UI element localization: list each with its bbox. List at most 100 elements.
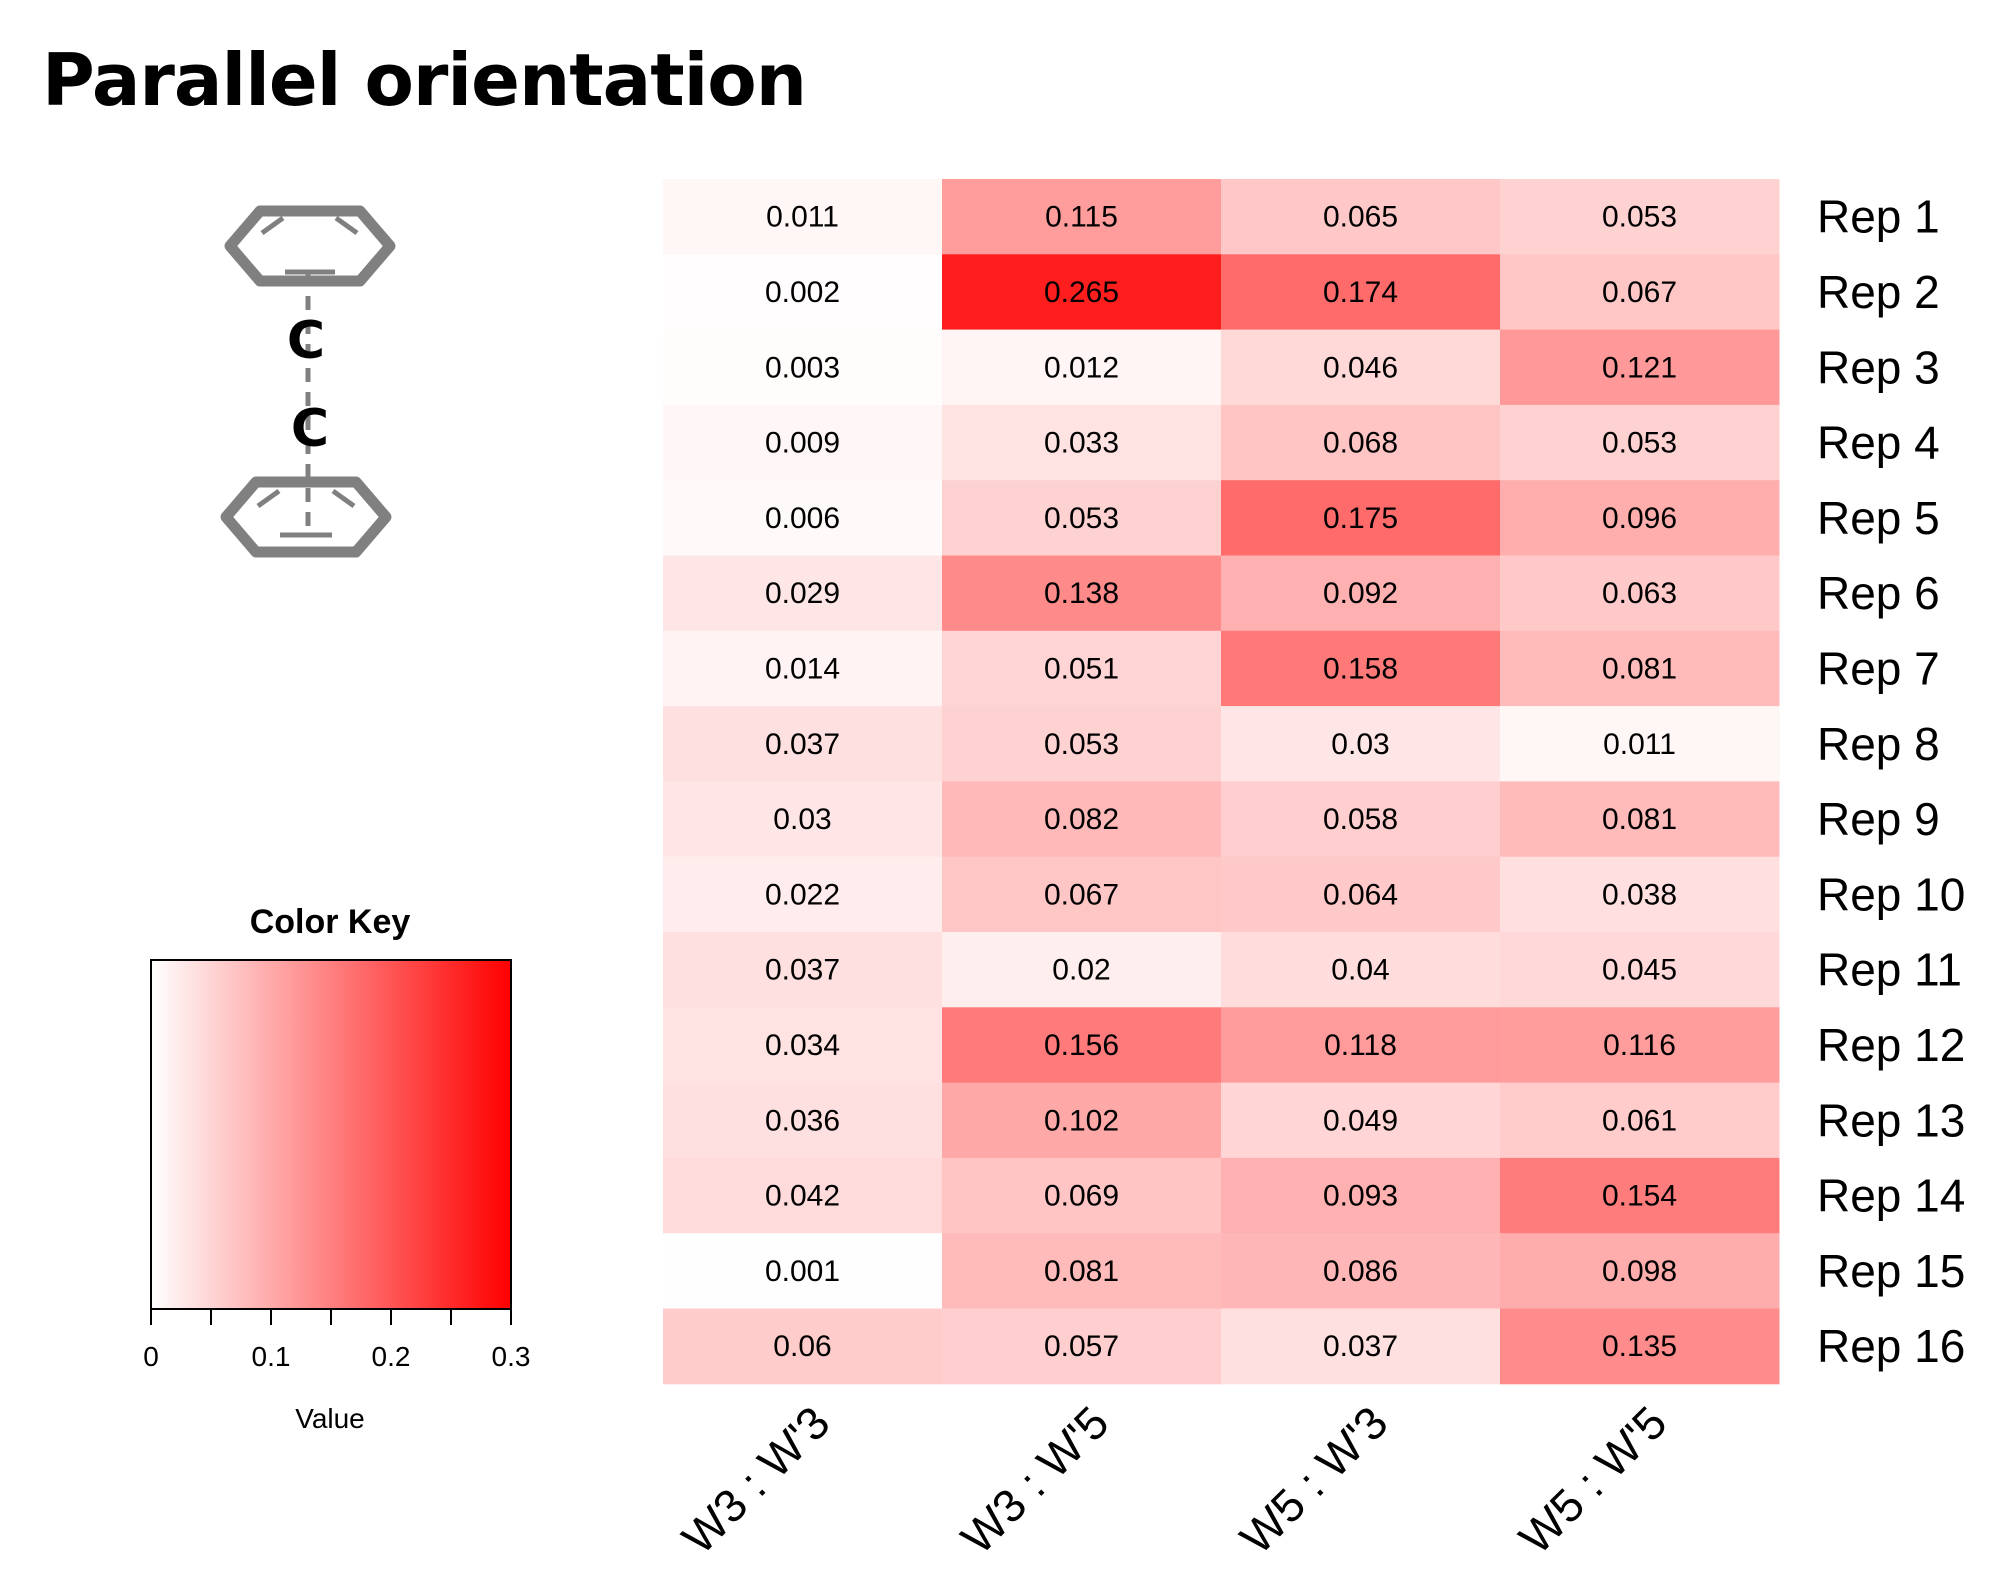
- row-label: Rep 8: [1817, 718, 1940, 770]
- row-label: Rep 11: [1817, 944, 1962, 996]
- heatmap-cell: [663, 254, 943, 331]
- row-label: Rep 2: [1817, 266, 1940, 318]
- heatmap-cell: [942, 1082, 1222, 1159]
- row-label: Rep 15: [1817, 1245, 1965, 1297]
- molecule-atom-top: C: [287, 311, 325, 371]
- heatmap-cell: [942, 179, 1222, 255]
- heatmap-cell: [942, 1308, 1222, 1385]
- row-label: Rep 6: [1817, 567, 1940, 619]
- row-label: Rep 16: [1817, 1320, 1965, 1372]
- heatmap-cell-value: 0.001: [765, 1255, 840, 1288]
- heatmap-cell: [942, 555, 1222, 632]
- heatmap-cell: [1500, 1308, 1780, 1385]
- heatmap-cell: [942, 1233, 1222, 1309]
- heatmap-cell: [663, 404, 943, 481]
- heatmap-cell: [942, 254, 1222, 331]
- heatmap-cell: [942, 856, 1222, 933]
- color-key-title: Color Key: [250, 903, 411, 941]
- heatmap-cell: [942, 932, 1222, 1008]
- heatmap-row-labels: Rep 1 Rep 2 Rep 3 Rep 4 Rep 5 Rep 6 Rep 7 Rep 8…: [1817, 191, 1965, 1373]
- heatmap-cell-value: 0.037: [1323, 1330, 1398, 1363]
- heatmap-cell: [1500, 932, 1780, 1008]
- heatmap-cell: [663, 932, 943, 1008]
- heatmap-cell: [942, 1007, 1222, 1084]
- heatmap-cell-value: 0.135: [1602, 1330, 1677, 1363]
- row-label: Rep 4: [1817, 417, 1940, 469]
- heatmap-cell-value: 0.069: [1044, 1180, 1119, 1213]
- heatmap-cell: [1500, 781, 1780, 858]
- heatmap-cell: [663, 555, 943, 632]
- heatmap-cell-value: 0.138: [1044, 577, 1119, 610]
- heatmap-cell-value: 0.053: [1044, 502, 1119, 535]
- heatmap-cell-value: 0.064: [1323, 878, 1398, 911]
- heatmap-cell-value: 0.03: [773, 803, 831, 836]
- heatmap-cell-value: 0.086: [1323, 1255, 1398, 1288]
- heatmap-cell-value: 0.081: [1602, 652, 1677, 685]
- heatmap-cell: [663, 1082, 943, 1159]
- heatmap-cell: [1500, 480, 1780, 556]
- heatmap-cell-value: 0.115: [1045, 201, 1118, 234]
- heatmap-cell-value: 0.022: [765, 878, 840, 911]
- heatmap-cell-value: 0.029: [765, 577, 840, 610]
- heatmap-cell: [1500, 856, 1780, 933]
- heatmap-column-labels: W3 : W'3 W3 : W'5 W5 : W'3 W5 : W'5: [672, 1396, 1677, 1564]
- heatmap-cell: [1500, 1157, 1780, 1234]
- heatmap-cell: [1500, 1233, 1780, 1309]
- heatmap-cell-value: 0.009: [765, 427, 840, 460]
- row-label: Rep 9: [1817, 793, 1940, 845]
- heatmap-cell-value: 0.053: [1602, 427, 1677, 460]
- heatmap-cell: [942, 329, 1222, 406]
- heatmap-cell: [663, 1157, 943, 1234]
- heatmap-cell: [663, 480, 943, 556]
- heatmap-cell-value: 0.067: [1044, 878, 1119, 911]
- heatmap-cell-value: 0.058: [1323, 803, 1398, 836]
- heatmap-cell-value: 0.037: [765, 728, 840, 761]
- heatmap-cell-value: 0.033: [1044, 427, 1119, 460]
- heatmap-cell: [1221, 1007, 1501, 1084]
- heatmap-cell-value: 0.096: [1602, 502, 1677, 535]
- stacked-benzene-rings-icon: C C: [220, 205, 396, 558]
- heatmap-cell-value: 0.118: [1324, 1029, 1397, 1062]
- column-label: W5 : W'5: [1509, 1396, 1677, 1564]
- heatmap-cell: [942, 1157, 1222, 1234]
- color-key-tick-label: 0.3: [492, 1341, 531, 1372]
- heatmap-cell-value: 0.02: [1052, 954, 1110, 987]
- heatmap-cell-value: 0.063: [1602, 577, 1677, 610]
- heatmap-cell-value: 0.051: [1044, 652, 1119, 685]
- heatmap-cell-value: 0.03: [1331, 728, 1389, 761]
- color-key-ticks: 0 0.1 0.2 0.3: [143, 1309, 530, 1372]
- color-key-tick-label: 0.1: [252, 1341, 291, 1372]
- color-key-tick-label: 0: [143, 1341, 159, 1372]
- row-label: Rep 7: [1817, 642, 1940, 694]
- column-label: W3 : W'3: [672, 1396, 840, 1564]
- row-label: Rep 1: [1817, 191, 1940, 243]
- row-label: Rep 5: [1817, 492, 1940, 544]
- column-label: W5 : W'3: [1230, 1396, 1398, 1564]
- heatmap-cell-value: 0.175: [1323, 502, 1398, 535]
- heatmap-cell-value: 0.121: [1602, 351, 1677, 384]
- heatmap-cell: [663, 706, 943, 782]
- heatmap-cell: [1221, 1308, 1501, 1385]
- heatmap-cell: [1221, 1157, 1501, 1234]
- row-label: Rep 3: [1817, 341, 1940, 393]
- heatmap-cell-value: 0.154: [1602, 1180, 1677, 1213]
- heatmap-cell: [663, 1308, 943, 1385]
- heatmap-cell-value: 0.068: [1323, 427, 1398, 460]
- color-key-gradient-bar: [150, 959, 512, 1310]
- heatmap-cell-value: 0.081: [1044, 1255, 1119, 1288]
- heatmap-cell: [1221, 1082, 1501, 1159]
- heatmap-cell-value: 0.081: [1602, 803, 1677, 836]
- heatmap-cell: [1500, 1082, 1780, 1159]
- color-key: Color Key 0 0.1 0.2 0.3 Value: [143, 903, 530, 1434]
- heatmap-cell: [663, 1007, 943, 1084]
- heatmap-cell: [1221, 1233, 1501, 1309]
- heatmap-cell: [942, 404, 1222, 481]
- row-label: Rep 12: [1817, 1019, 1965, 1071]
- heatmap-cell: [1500, 555, 1780, 632]
- heatmap-cell: [1221, 932, 1501, 1008]
- heatmap-cell: [1221, 179, 1501, 255]
- heatmap-cell: [942, 630, 1222, 707]
- heatmap-cell-value: 0.037: [765, 954, 840, 987]
- heatmap-cell-value: 0.092: [1323, 577, 1398, 610]
- heatmap-cell: [663, 1233, 943, 1309]
